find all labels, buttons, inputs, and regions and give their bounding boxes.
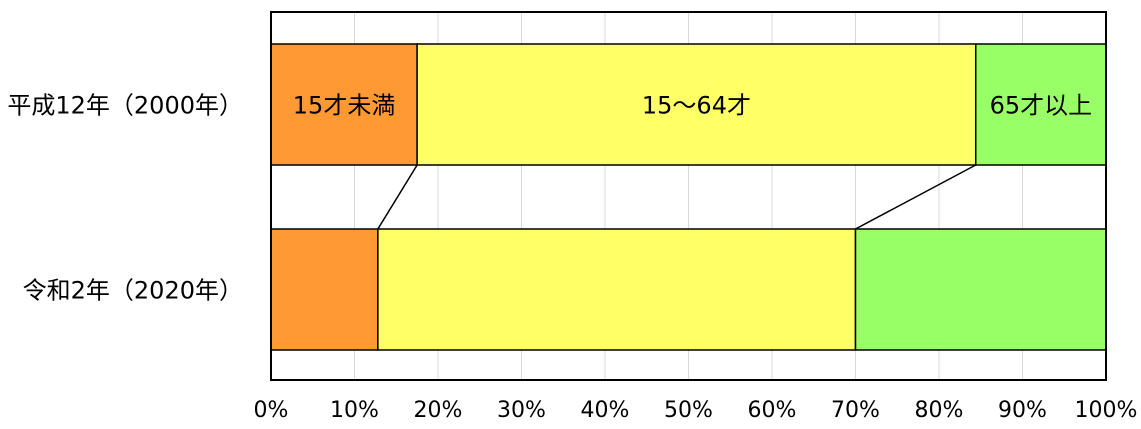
bar-segment	[377, 228, 857, 351]
x-tick-label: 100%	[1075, 398, 1138, 423]
bar-segment	[270, 228, 379, 351]
segment-label: 15～64才	[642, 92, 751, 120]
bars	[270, 43, 1107, 351]
bar-segment	[854, 228, 1107, 351]
x-tick-label: 70%	[831, 398, 880, 423]
x-tick-label: 80%	[915, 398, 964, 423]
x-axis-tick-labels: 0% 10% 20% 30% 40% 50% 60% 70% 80% 90% 100%	[254, 398, 1138, 423]
plot-area-frame	[270, 11, 1107, 381]
x-tick-label: 20%	[414, 398, 463, 423]
category-labels: 平成12年（2000年） 令和2年（2020年）	[7, 92, 243, 305]
bar-segment	[974, 43, 1107, 166]
x-tick-label: 0%	[254, 398, 289, 423]
series-line	[377, 164, 418, 230]
segment-label: 65才以上	[990, 92, 1093, 120]
series-lines	[377, 164, 977, 230]
x-tick-label: 10%	[330, 398, 379, 423]
category-label: 平成12年（2000年）	[7, 92, 243, 120]
x-tick-label: 60%	[748, 398, 797, 423]
x-tick-label: 90%	[998, 398, 1047, 423]
x-tick-label: 50%	[664, 398, 713, 423]
category-label: 令和2年（2020年）	[23, 277, 243, 305]
x-tick-label: 30%	[497, 398, 546, 423]
series-line	[855, 164, 977, 230]
segment-labels: 15才未満 15～64才 65才以上	[293, 92, 1092, 120]
x-tick-label: 40%	[581, 398, 630, 423]
segment-label: 15才未満	[293, 92, 396, 120]
bar-segment	[416, 43, 977, 166]
